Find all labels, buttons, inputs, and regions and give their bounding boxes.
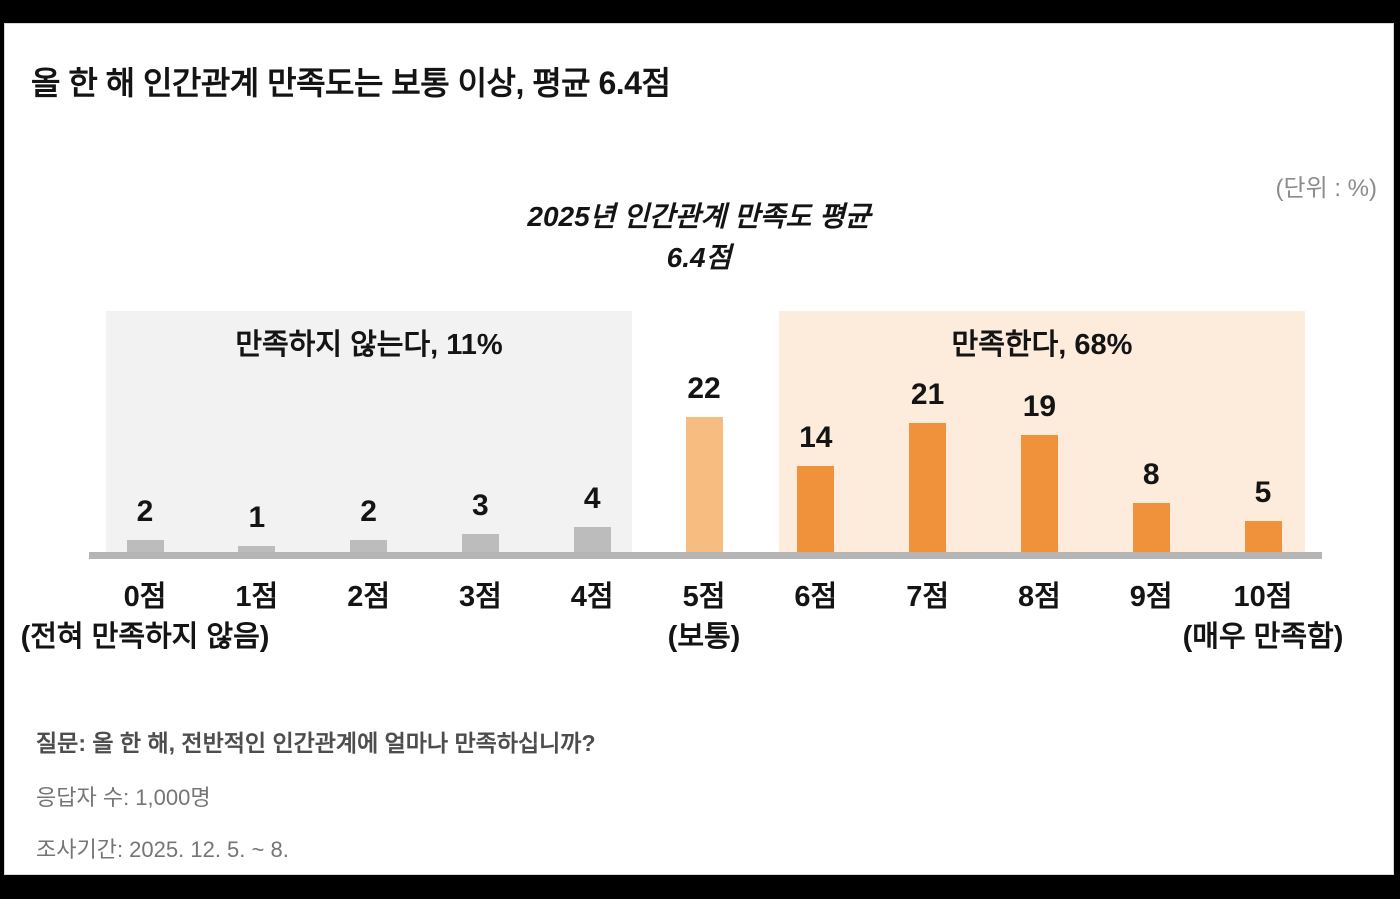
chart-title-line-2: 6.4점 [666, 242, 732, 273]
tick-label-9점: 9점 [1129, 581, 1173, 613]
tick-label-10점: 10점 [1233, 581, 1293, 613]
bar-9점 [1132, 503, 1170, 552]
tick-label-0점: 0점 [123, 581, 167, 613]
bar-3점 [461, 534, 499, 552]
footer-respondents: 응답자 수: 1,000명 [36, 785, 211, 810]
value-label-7점: 21 [910, 378, 945, 411]
bar-4점 [573, 527, 611, 552]
bar-10점 [1244, 521, 1282, 552]
value-label-2점: 2 [360, 495, 377, 528]
tick-label-7점: 7점 [906, 581, 949, 613]
region-dissatisfied-label: 만족하지 않는다, 11% [235, 329, 503, 361]
bar-8점 [1020, 435, 1058, 552]
page-title: 올 한 해 인간관계 만족도는 보통 이상, 평균 6.4점 [31, 65, 671, 101]
tick-label-4점: 4점 [570, 581, 614, 613]
sub-label-5점: (보통) [667, 621, 741, 653]
value-label-8점: 19 [1022, 390, 1057, 423]
unit-label: (단위 : %) [1275, 175, 1378, 202]
value-label-1점: 1 [248, 501, 266, 534]
chart-title-line-1: 2025년 인간관계 만족도 평균 [527, 201, 871, 232]
tick-label-6점: 6점 [794, 581, 838, 613]
value-label-5점: 22 [687, 372, 721, 405]
bar-7점 [909, 423, 947, 552]
bar-5점 [685, 417, 723, 552]
bar-1점 [238, 546, 276, 552]
value-label-0점: 2 [136, 495, 154, 528]
value-label-4점: 4 [583, 482, 601, 515]
region-satisfied: 만족한다, 68% [779, 311, 1305, 552]
tick-label-3점: 3점 [458, 581, 502, 613]
x-axis-line [89, 552, 1322, 559]
tick-label-8점: 8점 [1017, 581, 1061, 613]
sub-label-10점: (매우 만족함) [1182, 621, 1344, 653]
value-label-6점: 14 [799, 421, 833, 454]
tick-label-2점: 2점 [347, 581, 390, 613]
chart-panel: 올 한 해 인간관계 만족도는 보통 이상, 평균 6.4점 (단위 : %) … [4, 23, 1394, 875]
tick-label-5점: 5점 [682, 581, 726, 613]
bar-2점 [350, 540, 388, 552]
value-label-10점: 5 [1254, 476, 1272, 509]
region-satisfied-label: 만족한다, 68% [951, 329, 1133, 361]
region-dissatisfied: 만족하지 않는다, 11% [106, 311, 632, 552]
footer-period: 조사기간: 2025. 12. 5. ~ 8. [36, 837, 289, 862]
bar-0점 [126, 540, 164, 552]
value-label-9점: 8 [1142, 458, 1160, 491]
bar-6점 [797, 466, 835, 552]
footer: 질문: 올 한 해, 전반적인 인간관계에 얼마나 만족하십니까? 응답자 수:… [36, 724, 596, 874]
footer-question: 질문: 올 한 해, 전반적인 인간관계에 얼마나 만족하십니까? [36, 730, 596, 756]
sub-label-0점: (전혀 만족하지 않음) [20, 621, 270, 653]
value-label-3점: 3 [472, 489, 489, 522]
chart-title: 2025년 인간관계 만족도 평균 6.4점 [5, 196, 1393, 278]
tick-label-1점: 1점 [235, 581, 279, 613]
